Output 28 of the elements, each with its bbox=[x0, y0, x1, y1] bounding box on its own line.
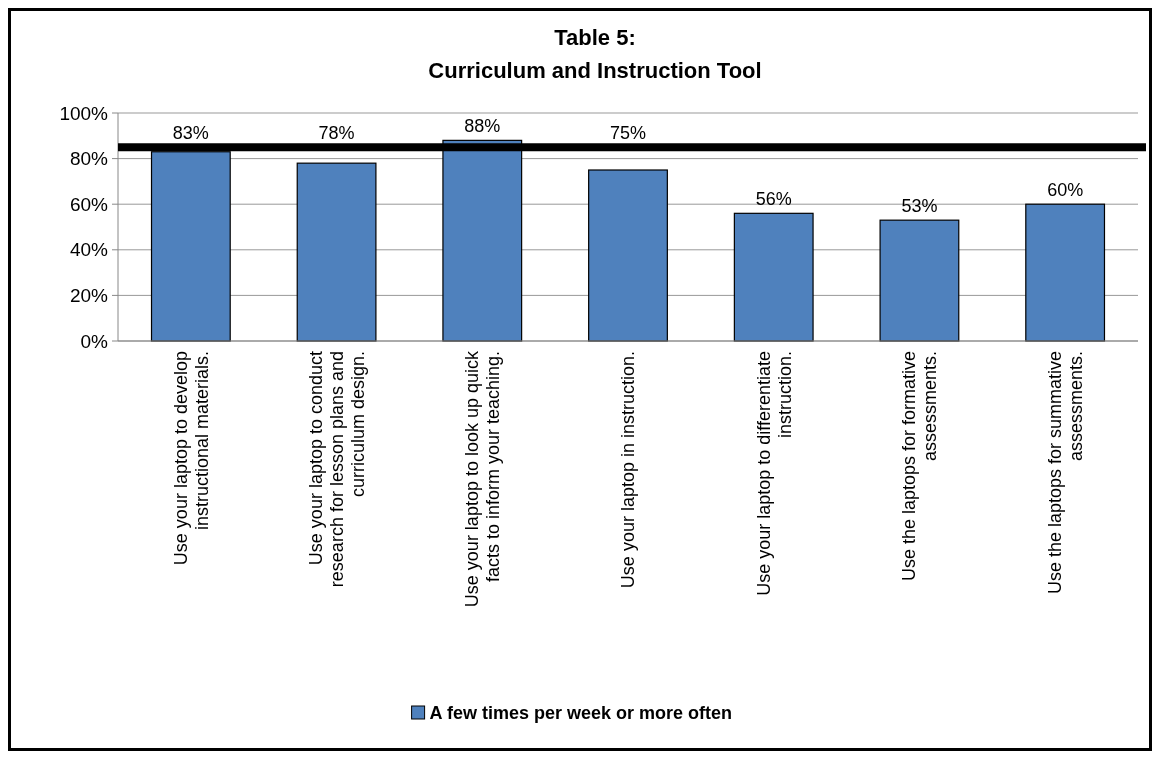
y-tick-label: 100% bbox=[59, 102, 109, 124]
data-label: 88% bbox=[464, 116, 501, 137]
x-tick-label: Use your laptop to differentiate instruction. bbox=[753, 351, 795, 596]
chart-subtitle: Curriculum and Instruction Tool bbox=[428, 58, 762, 83]
x-tick-label: Use your laptop to develop instructional materials. bbox=[170, 351, 212, 566]
x-tick-label: Use the laptops for formative assessments. bbox=[899, 351, 941, 582]
data-label: 78% bbox=[318, 123, 355, 144]
x-tick-label: Use your laptop to conduct research for lesson plans and curriculum design. bbox=[305, 351, 368, 588]
x-tick-label: Use your laptop to look up quick facts to inform your teaching. bbox=[462, 350, 504, 608]
x-tick-label: Use the laptops for summative assessments. bbox=[1044, 351, 1086, 595]
data-label: 56% bbox=[755, 189, 792, 210]
chart-title: Table 5: bbox=[554, 25, 636, 50]
legend-label: A few times per week or more often bbox=[429, 703, 733, 724]
bar bbox=[296, 162, 377, 342]
y-tick-label: 20% bbox=[69, 285, 109, 307]
y-tick-label: 60% bbox=[69, 193, 109, 215]
bar bbox=[733, 212, 814, 342]
data-label: 60% bbox=[1047, 180, 1084, 201]
y-tick-label: 40% bbox=[69, 239, 109, 261]
x-tick-label: Use your laptop in instruction. bbox=[618, 351, 639, 589]
y-tick-label: 80% bbox=[69, 148, 109, 170]
data-label: 53% bbox=[901, 196, 938, 217]
bar bbox=[879, 219, 960, 342]
bar bbox=[1025, 203, 1106, 342]
y-tick-label: 0% bbox=[80, 330, 109, 352]
bar bbox=[588, 169, 668, 342]
data-label: 83% bbox=[172, 123, 209, 144]
data-label: 75% bbox=[609, 123, 647, 144]
